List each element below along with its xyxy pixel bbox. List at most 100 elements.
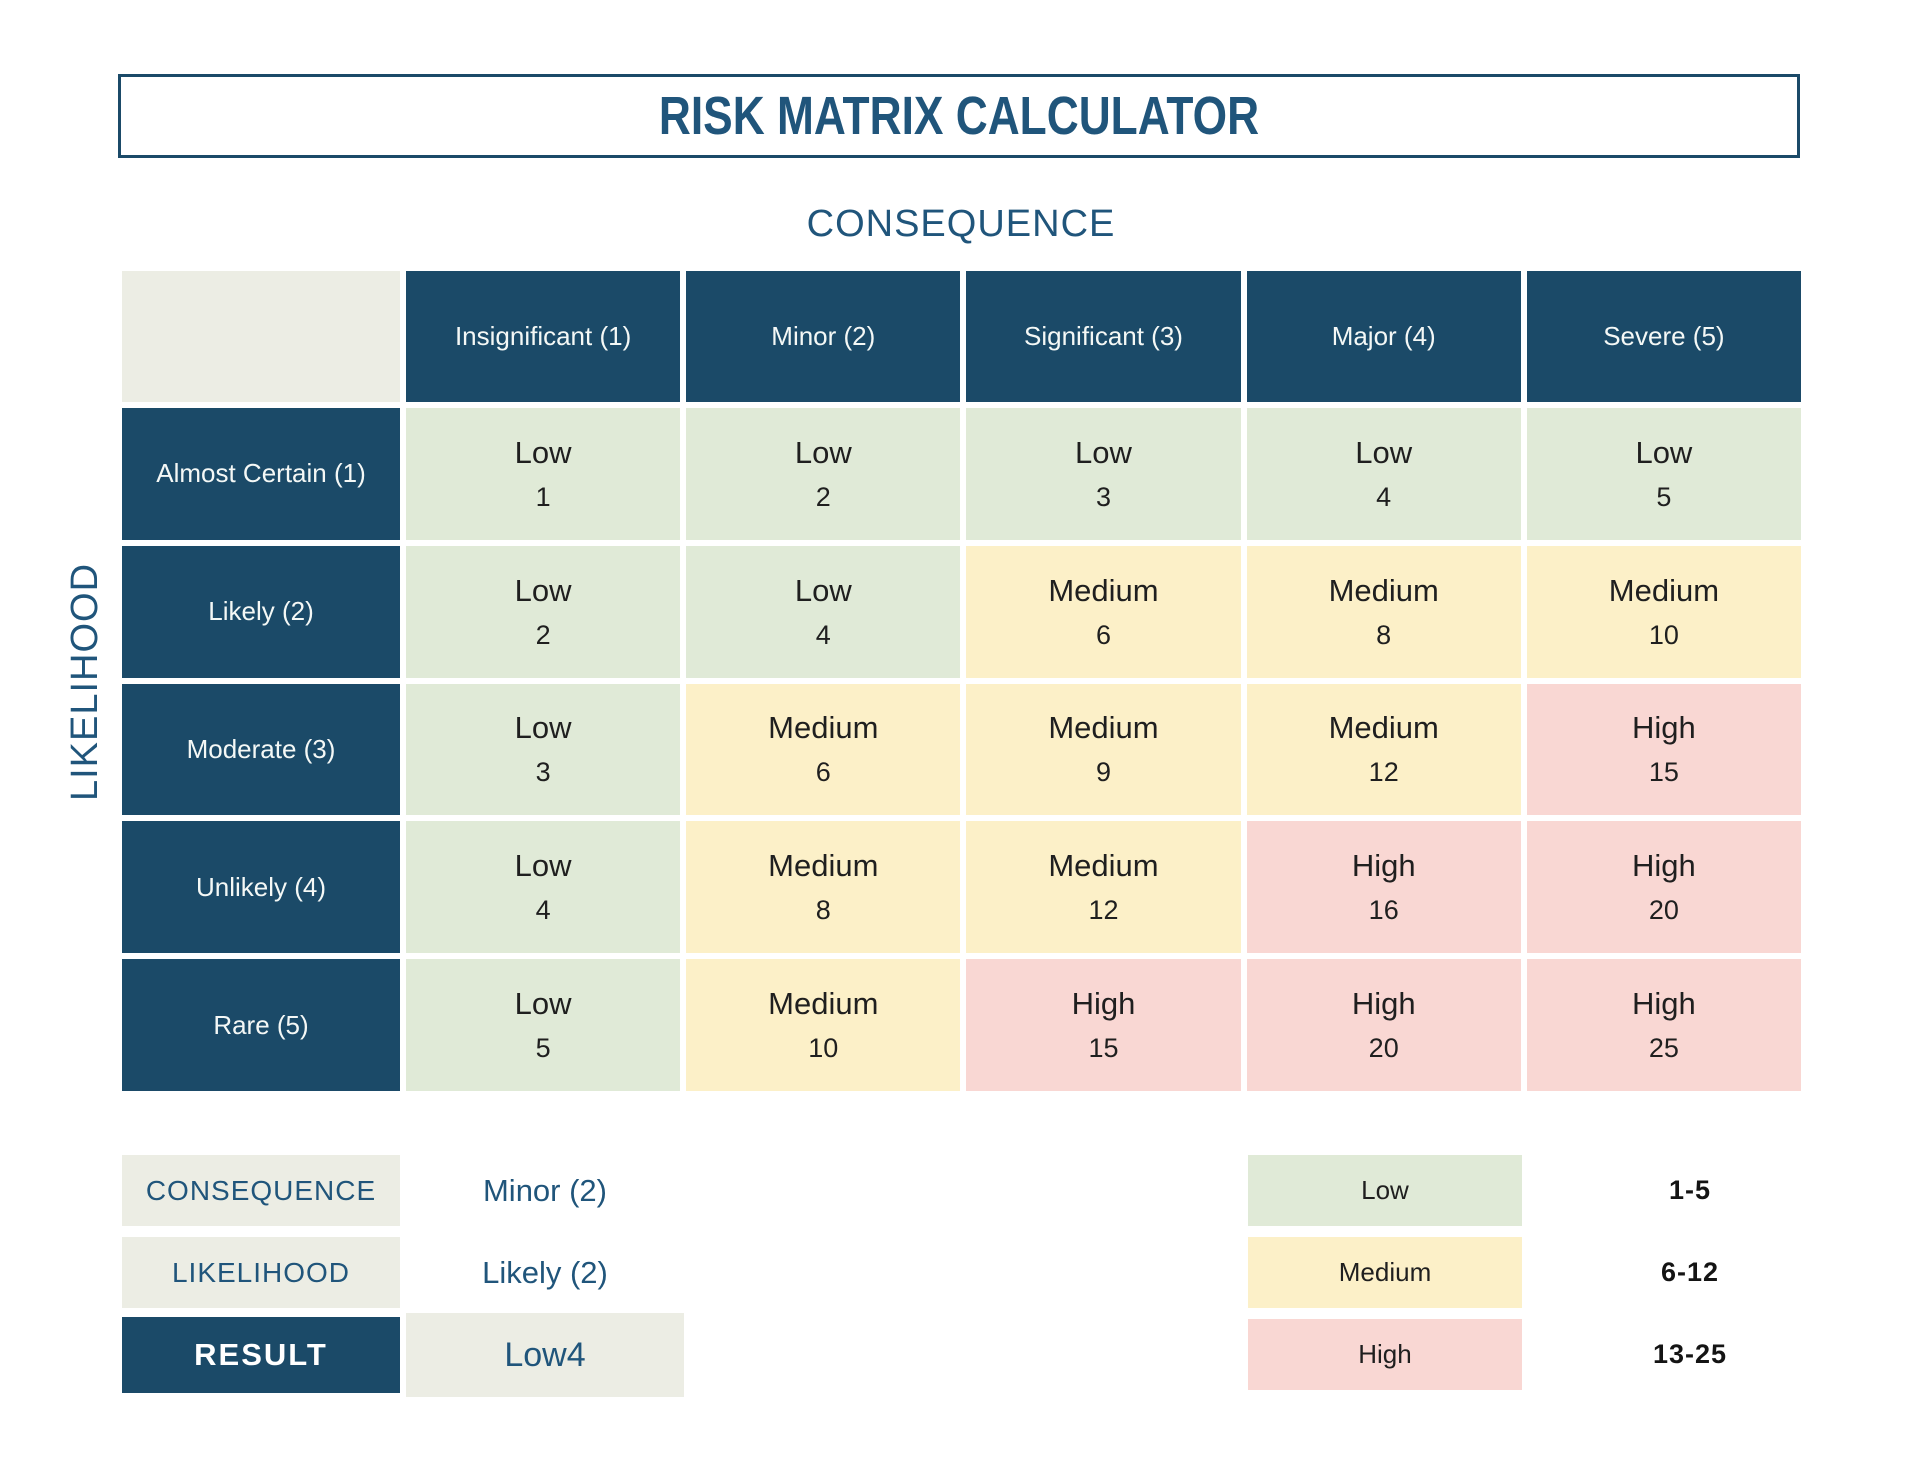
calculator-likelihood-label: LIKELIHOOD: [122, 1237, 400, 1308]
risk-score-value: 12: [1368, 757, 1399, 788]
risk-score-value: 10: [808, 1033, 839, 1064]
matrix-cell: Medium 10: [1526, 545, 1801, 678]
matrix-cell: Low 5: [406, 959, 681, 1091]
legend-high-range: 13-25: [1652, 1339, 1728, 1369]
matrix-cell: Medium 6: [966, 545, 1241, 678]
risk-score-value: 16: [1368, 895, 1399, 926]
risk-level-label: Low: [1075, 434, 1132, 470]
risk-score-value: 6: [1095, 619, 1111, 650]
matrix-row-header: Moderate (3): [122, 683, 400, 816]
matrix-cell: Medium 9: [966, 683, 1241, 816]
risk-score-value: 20: [1368, 1033, 1399, 1064]
risk-score-value: 8: [815, 895, 831, 926]
legend-high-box: High: [1248, 1319, 1522, 1390]
risk-level-label: High: [1632, 710, 1696, 746]
matrix-row-header: Likely (2): [122, 545, 400, 678]
risk-score-value: 3: [1095, 481, 1111, 512]
matrix-column-header: Severe (5): [1526, 271, 1801, 402]
matrix-column-header: Significant (3): [966, 271, 1241, 402]
legend-low-range: 1-5: [1668, 1175, 1712, 1205]
calculator-result-value: Low4: [406, 1313, 684, 1397]
risk-level-label: Low: [794, 572, 852, 608]
matrix-cell: Low 1: [406, 408, 681, 540]
risk-score-value: 3: [535, 757, 551, 788]
risk-level-label: Low: [514, 572, 572, 608]
risk-level-label: Medium: [768, 986, 879, 1022]
matrix-cell: High 16: [1246, 821, 1521, 954]
risk-score-value: 8: [1376, 619, 1392, 650]
page-title: RISK MATRIX CALCULATOR: [658, 86, 1260, 146]
risk-level-label: Low: [514, 848, 572, 884]
matrix-column-header: Minor (2): [686, 271, 961, 402]
matrix-row-header: Rare (5): [122, 959, 400, 1091]
risk-score-value: 4: [815, 619, 831, 650]
matrix-column-header: Major (4): [1246, 271, 1521, 402]
risk-score-value: 20: [1648, 895, 1679, 926]
legend-low-box: Low: [1248, 1155, 1522, 1226]
legend-medium-box: Medium: [1248, 1237, 1522, 1308]
risk-score-value: 4: [535, 895, 551, 926]
risk-level-label: Medium: [1048, 710, 1159, 746]
matrix-cell: Low 3: [406, 683, 681, 816]
risk-score-value: 4: [1376, 481, 1392, 512]
matrix-column-header: Insignificant (1): [406, 271, 681, 402]
risk-level-label: Medium: [1608, 572, 1720, 608]
matrix-cell: Low 2: [686, 408, 961, 540]
matrix-cell: Low 4: [406, 821, 681, 954]
risk-level-label: Low: [794, 434, 852, 470]
matrix-cell: High 15: [966, 959, 1241, 1091]
risk-score-value: 15: [1648, 757, 1679, 788]
risk-score-value: 5: [1656, 481, 1672, 512]
calculator-consequence-label: CONSEQUENCE: [122, 1155, 400, 1226]
consequence-axis-label: CONSEQUENCE: [806, 202, 1116, 245]
risk-level-label: Low: [514, 986, 572, 1022]
risk-level-label: Medium: [1048, 572, 1159, 608]
matrix-cell: Low 2: [406, 545, 681, 678]
risk-score-value: 2: [535, 619, 551, 650]
matrix-cell: Low 5: [1526, 408, 1801, 540]
risk-score-value: 10: [1648, 619, 1679, 650]
matrix-cell: Medium 10: [686, 959, 961, 1091]
calculator-result-label: RESULT: [122, 1317, 400, 1393]
calculator-likelihood-value[interactable]: Likely (2): [482, 1254, 608, 1290]
matrix-cell: Low 3: [966, 408, 1241, 540]
risk-level-label: Low: [1635, 434, 1693, 470]
risk-level-label: High: [1351, 986, 1416, 1022]
matrix-cell: High 15: [1526, 683, 1801, 816]
risk-level-label: Medium: [1048, 848, 1159, 884]
matrix-cell: High 20: [1246, 959, 1521, 1091]
matrix-row-header: Unlikely (4): [122, 821, 400, 954]
risk-level-label: Low: [514, 434, 572, 470]
likelihood-axis-label: LIKELIHOOD: [63, 562, 106, 802]
risk-score-value: 5: [535, 1033, 551, 1064]
risk-score-value: 6: [815, 757, 831, 788]
risk-level-label: High: [1632, 986, 1696, 1022]
risk-level-label: Medium: [768, 710, 879, 746]
matrix-cell: Medium 8: [1246, 545, 1521, 678]
calculator-consequence-value[interactable]: Minor (2): [482, 1172, 607, 1208]
risk-matrix-table: Insignificant (1) Minor (2) Significant (3…: [122, 271, 1801, 1091]
risk-level-label: Low: [1355, 434, 1413, 470]
risk-score-value: 15: [1088, 1033, 1119, 1064]
title-box: RISK MATRIX CALCULATOR: [118, 74, 1800, 158]
risk-level-label: High: [1351, 848, 1416, 884]
risk-level-label: Medium: [1328, 710, 1439, 746]
matrix-corner-cell: [122, 271, 400, 402]
matrix-cell: Medium 12: [966, 821, 1241, 954]
risk-score-value: 25: [1648, 1033, 1679, 1064]
risk-score-value: 2: [815, 481, 831, 512]
matrix-cell: Low 4: [686, 545, 961, 678]
matrix-cell: Medium 12: [1246, 683, 1521, 816]
matrix-cell: Medium 6: [686, 683, 961, 816]
risk-score-value: 9: [1095, 757, 1111, 788]
risk-level-label: High: [1071, 986, 1136, 1022]
risk-level-label: High: [1632, 848, 1696, 884]
legend-medium-range: 6-12: [1660, 1257, 1720, 1287]
risk-level-label: Medium: [1328, 572, 1439, 608]
risk-score-value: 1: [535, 481, 551, 512]
risk-level-label: Medium: [768, 848, 879, 884]
matrix-cell: Medium 8: [686, 821, 961, 954]
matrix-cell: Low 4: [1246, 408, 1521, 540]
risk-score-value: 12: [1088, 895, 1119, 926]
